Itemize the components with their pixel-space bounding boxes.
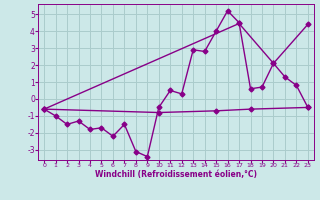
X-axis label: Windchill (Refroidissement éolien,°C): Windchill (Refroidissement éolien,°C) xyxy=(95,170,257,179)
